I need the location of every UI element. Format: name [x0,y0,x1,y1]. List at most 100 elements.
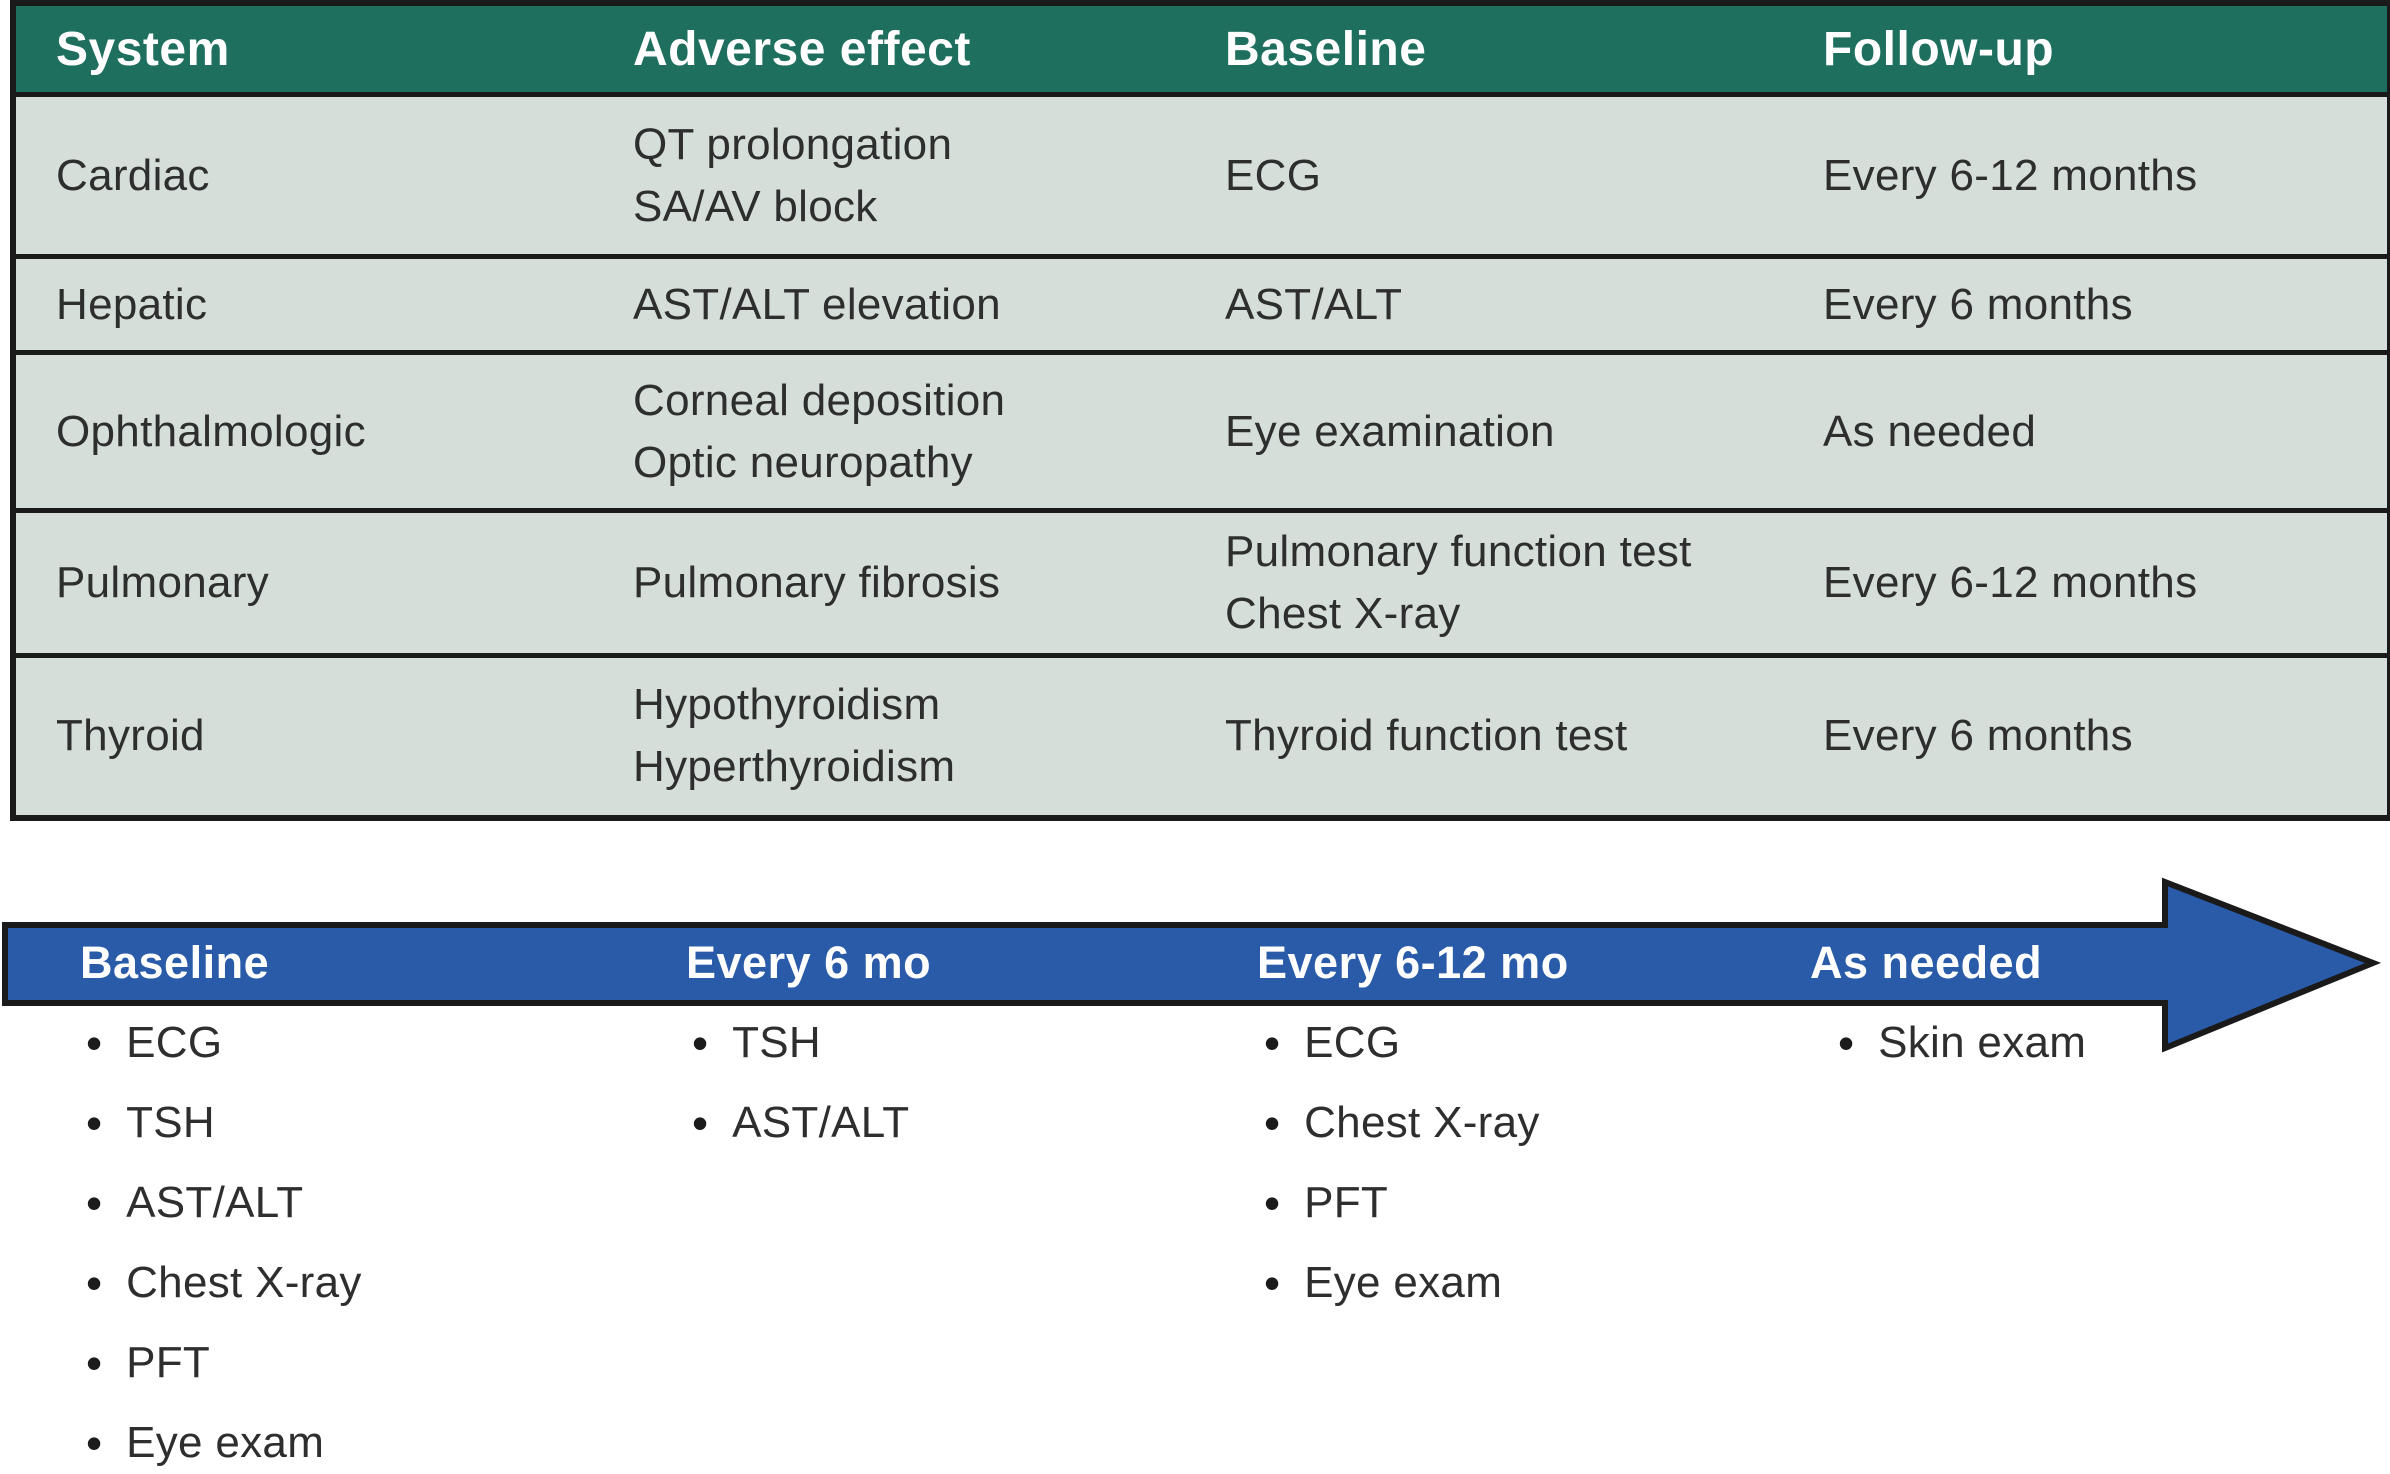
table-row-thyroid: Thyroid Hypothyroidism Hyperthyroidism T… [13,656,2390,818]
list-item: • AST/ALT [692,1083,909,1163]
baseline-item-list: • ECG • TSH • AST/ALT • Chest X-ray • PFT • Ey… [86,1003,362,1474]
list-item: • TSH [86,1083,362,1163]
list-item-label: TSH [732,1018,822,1067]
cell-text: Hepatic [56,279,208,329]
bullet-icon: • [1838,1017,1855,1069]
cell-text: Ophthalmologic [56,406,366,456]
list-item: • Chest X-ray [86,1243,362,1323]
list-item-label: ECG [126,1018,223,1067]
bullet-icon: • [86,1177,103,1229]
list-item: • PFT [86,1323,362,1403]
table-row-ophthalmologic: Ophthalmologic Corneal deposition Optic … [13,353,2390,511]
bullet-icon: • [692,1097,709,1149]
bullet-icon: • [86,1337,103,1389]
cell-text: ECG [1225,150,1322,200]
list-item-label: PFT [126,1338,211,1387]
cell-baseline: Eye examination [1185,353,1783,511]
cell-follow-up: Every 6-12 months [1783,511,2390,656]
list-item: • Eye exam [86,1403,362,1474]
timeline-stage-asneeded-label: As needed [1810,937,2043,988]
column-header-adverse-effect: Adverse effect [593,3,1185,95]
table-row-cardiac: Cardiac QT prolongation SA/AV block ECG … [13,95,2390,257]
list-item-label: Chest X-ray [126,1258,362,1307]
asneeded-item-list: • Skin exam [1838,1003,2086,1083]
timeline-stage-every6mo-label: Every 6 mo [686,937,932,988]
cell-text: AST/ALT [1225,279,1403,329]
cell-text: Corneal deposition [633,375,1006,425]
list-item-label: Eye exam [1304,1258,1503,1307]
column-header-system: System [13,3,593,95]
cell-text: Cardiac [56,150,210,200]
arrow-shape [2,877,2382,1053]
cell-text: Pulmonary fibrosis [633,558,1001,607]
cell-adverse-effect: Corneal deposition Optic neuropathy [593,353,1185,511]
column-header-follow-up: Follow-up [1783,3,2390,95]
list-item-label: Eye exam [126,1418,325,1467]
bullet-icon: • [1264,1177,1281,1229]
list-item: • PFT [1264,1163,1540,1243]
monitoring-table: System Adverse effect Baseline Follow-up… [10,0,2390,821]
bullet-icon: • [86,1257,103,1309]
cell-text: Hyperthyroidism [633,742,956,792]
bullet-icon: • [1264,1097,1281,1149]
cell-text: Chest X-ray [1225,589,1461,638]
list-item-label: ECG [1304,1018,1401,1067]
cell-system: Ophthalmologic [13,353,593,511]
list-item: • Eye exam [1264,1243,1540,1323]
table-row-pulmonary: Pulmonary Pulmonary fibrosis Pulmonary f… [13,511,2390,656]
table-header-row: System Adverse effect Baseline Follow-up [13,3,2390,95]
bullet-icon: • [1264,1257,1281,1309]
list-item: • Skin exam [1838,1003,2086,1083]
list-item-label: TSH [126,1098,216,1147]
list-item: • Chest X-ray [1264,1083,1540,1163]
cell-adverse-effect: Pulmonary fibrosis [593,511,1185,656]
cell-adverse-effect: Hypothyroidism Hyperthyroidism [593,656,1185,818]
cell-text: Hypothyroidism [633,680,941,730]
cell-text: QT prolongation [633,119,953,169]
cell-text: Pulmonary [56,558,270,607]
cell-text: Optic neuropathy [633,437,973,487]
timeline-arrow-icon [2,877,2382,1053]
cell-text: Thyroid function test [1225,711,1628,761]
cell-text: SA/AV block [633,181,878,231]
timeline-stage-every612mo-label: Every 6-12 mo [1257,937,1569,988]
cell-baseline: Thyroid function test [1185,656,1783,818]
list-item-label: AST/ALT [732,1098,910,1147]
list-item: • ECG [86,1003,362,1083]
cell-baseline: Pulmonary function test Chest X-ray [1185,511,1783,656]
cell-adverse-effect: QT prolongation SA/AV block [593,95,1185,257]
list-item-label: Chest X-ray [1304,1098,1540,1147]
cell-text: Every 6-12 months [1823,558,2198,607]
bullet-icon: • [86,1417,103,1469]
cell-text: Pulmonary function test [1225,527,1692,576]
bullet-icon: • [86,1097,103,1149]
cell-text: Every 6-12 months [1823,150,2198,200]
cell-follow-up: As needed [1783,353,2390,511]
cell-follow-up: Every 6 months [1783,257,2390,353]
cell-text: Thyroid [56,711,205,761]
cell-system: Hepatic [13,257,593,353]
list-item-label: PFT [1304,1178,1389,1227]
cell-text: As needed [1823,406,2037,456]
bullet-icon: • [86,1017,103,1069]
timeline-stage-baseline-label: Baseline [80,937,270,988]
cell-system: Pulmonary [13,511,593,656]
list-item-label: Skin exam [1878,1018,2087,1067]
cell-text: AST/ALT elevation [633,279,1001,329]
cell-system: Cardiac [13,95,593,257]
cell-text: Eye examination [1225,406,1555,456]
column-header-baseline: Baseline [1185,3,1783,95]
cell-baseline: ECG [1185,95,1783,257]
cell-follow-up: Every 6 months [1783,656,2390,818]
list-item-label: AST/ALT [126,1178,304,1227]
cell-text: Every 6 months [1823,711,2133,761]
cell-text: Every 6 months [1823,279,2133,329]
cell-adverse-effect: AST/ALT elevation [593,257,1185,353]
cell-follow-up: Every 6-12 months [1783,95,2390,257]
table-row-hepatic: Hepatic AST/ALT elevation AST/ALT Every … [13,257,2390,353]
list-item: • ECG [1264,1003,1540,1083]
cell-system: Thyroid [13,656,593,818]
list-item: • TSH [692,1003,909,1083]
bullet-icon: • [1264,1017,1281,1069]
